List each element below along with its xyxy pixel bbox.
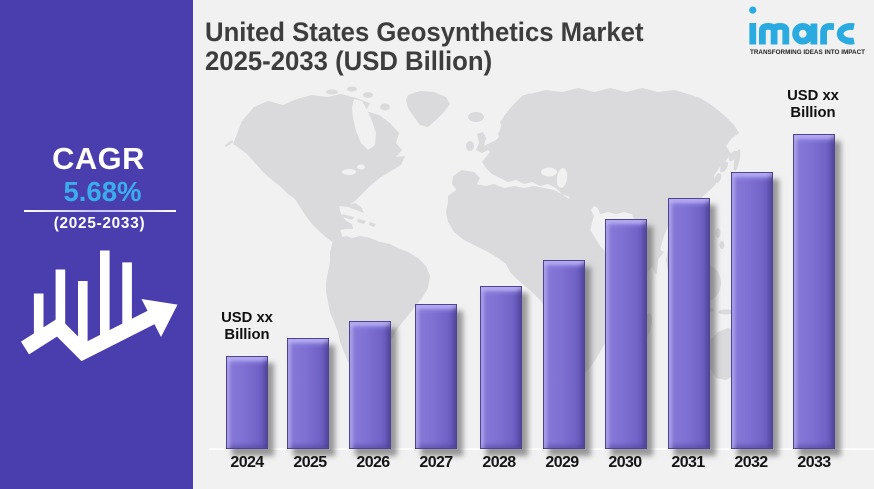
svg-text:TRANSFORMING IDEAS INTO IMPACT: TRANSFORMING IDEAS INTO IMPACT — [750, 49, 866, 56]
